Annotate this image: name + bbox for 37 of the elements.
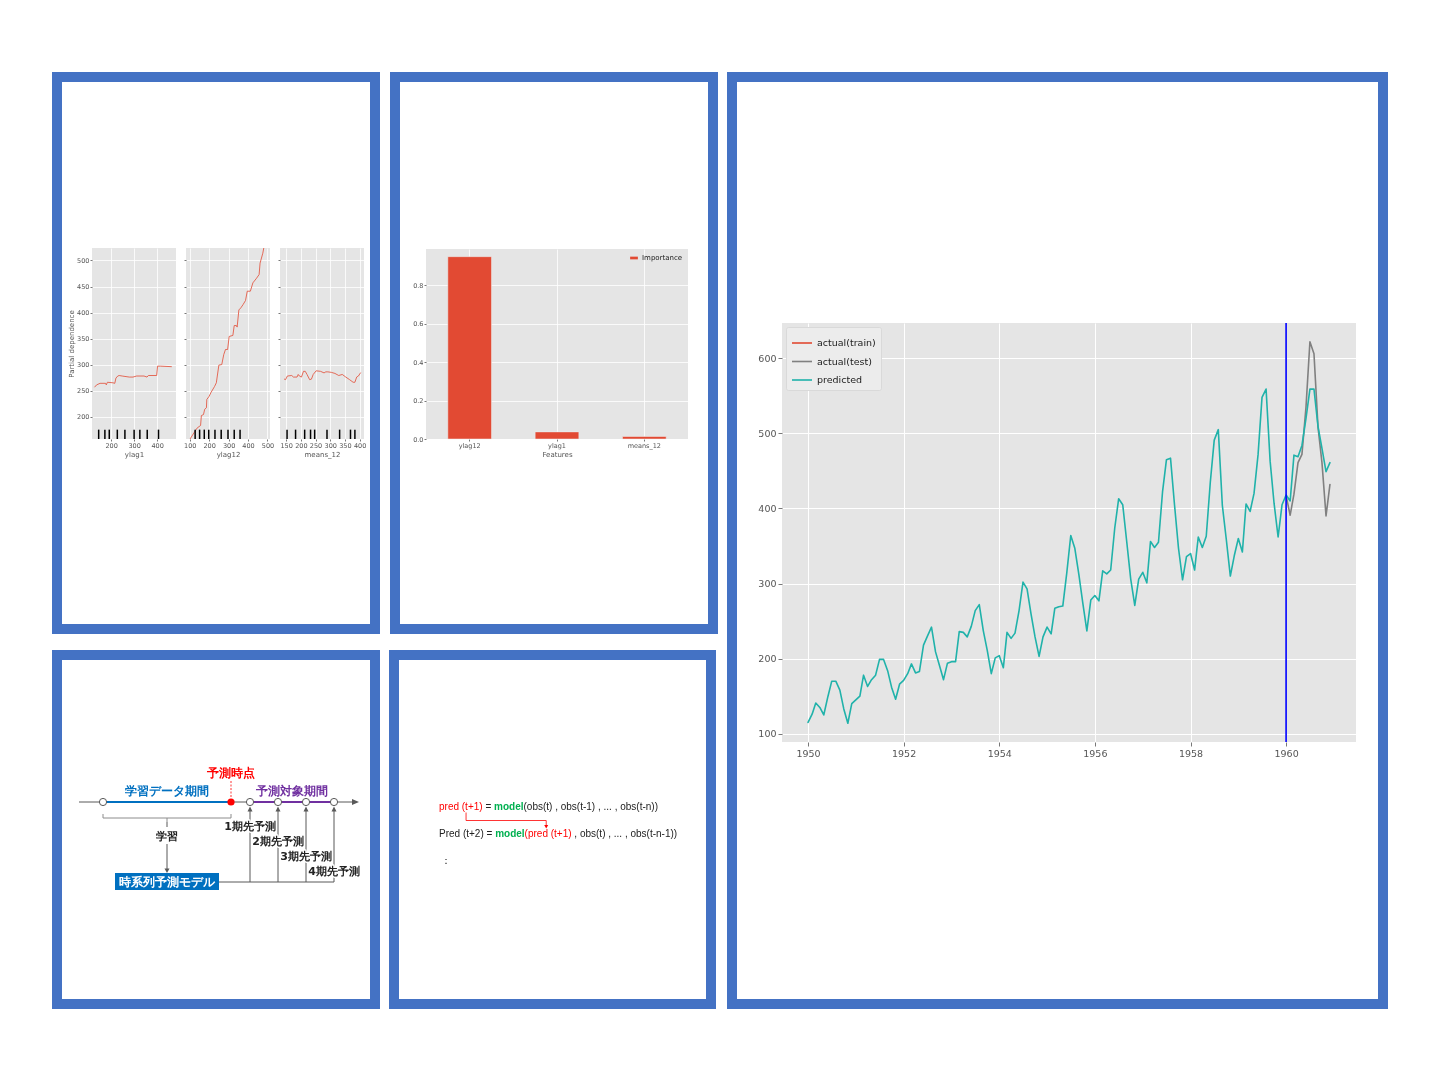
text: 予測時点 (206, 766, 255, 780)
text: ： (441, 855, 451, 866)
text: 学習 (156, 830, 178, 843)
y-tick-label: 200 (758, 653, 777, 665)
x-tick-label: 1960 (1274, 747, 1299, 759)
text: 学習データ期間 (125, 784, 209, 798)
text: Pred (t+2) (439, 828, 484, 839)
text: = (486, 828, 493, 839)
text: 4期先予測 (308, 865, 360, 878)
line-series (1285, 340, 1331, 517)
line-series (807, 388, 1331, 725)
y-tick-label: 600 (758, 352, 777, 364)
text: pred (t+1) (439, 801, 483, 812)
x-tick-label: 1956 (1083, 747, 1108, 759)
legend-label: actual(train) (817, 337, 876, 348)
x-tick-label: 1950 (796, 747, 821, 759)
text: = (485, 801, 492, 812)
text: 予測対象期間 (255, 784, 328, 798)
x-tick-label: 1952 (892, 747, 917, 759)
y-tick-label: 300 (758, 578, 777, 590)
text: , obs(t) , ... , obs(t-n-1)) (574, 828, 678, 839)
text: (obs(t) , obs(t-1) , ... , obs(t-n)) (523, 801, 658, 812)
text: model (494, 801, 524, 812)
text: 1期先予測 (224, 820, 276, 833)
legend-label: predicted (817, 374, 863, 385)
x-tick-label: 1958 (1178, 747, 1204, 759)
x-tick-label: 1954 (987, 747, 1012, 759)
text: model (495, 828, 525, 839)
line-series (94, 365, 172, 388)
text: 時系列予測モデル (119, 875, 216, 889)
text: (pred (t+1) (524, 828, 572, 839)
y-tick-label: 400 (758, 502, 777, 514)
y-tick-label: 100 (758, 728, 777, 740)
text: 3期先予測 (280, 850, 332, 863)
y-tick-label: 500 (758, 427, 777, 439)
text: 2期先予測 (252, 835, 304, 848)
legend-label: actual(test) (817, 355, 872, 367)
